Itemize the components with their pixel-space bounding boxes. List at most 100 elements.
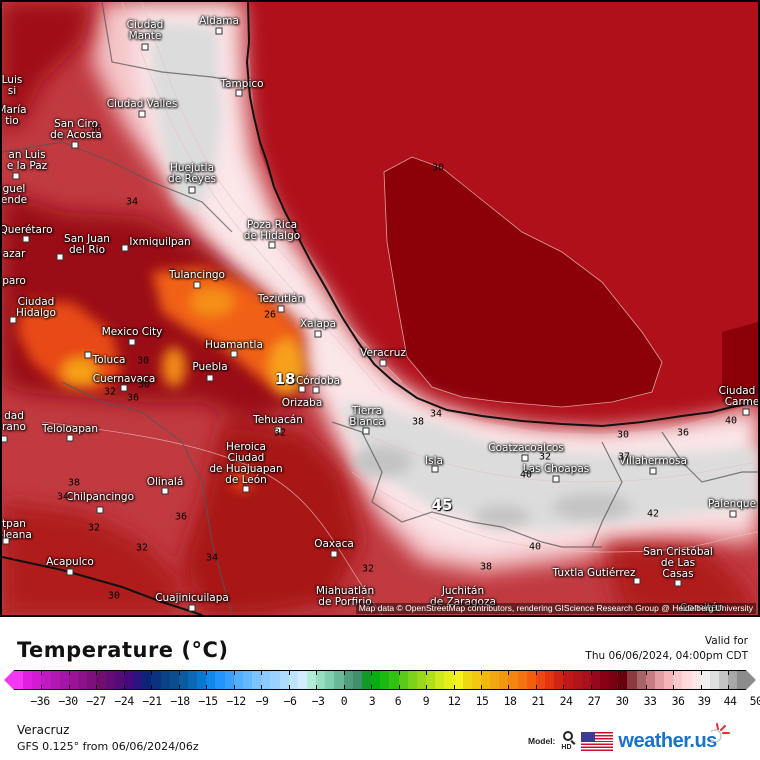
colorbar-segment: [288, 671, 298, 689]
colorbar-tick-label: 9: [422, 694, 430, 708]
colorbar-segment: [407, 671, 417, 689]
colorbar-segment: [297, 671, 307, 689]
city-label: tpanbleana: [2, 518, 32, 541]
city-marker-icon[interactable]: [552, 475, 560, 483]
weather-us-logo[interactable]: weather.us: [618, 722, 730, 753]
colorbar-segment: [14, 671, 24, 689]
city-marker-icon[interactable]: [431, 465, 439, 473]
city-marker-icon[interactable]: [215, 27, 223, 35]
city-label: Cuajinicuilapa: [155, 592, 229, 604]
city-label: Ciudad Valles: [106, 98, 178, 110]
isotherm-label: 36: [174, 511, 188, 523]
city-marker-icon[interactable]: [22, 235, 30, 243]
colorbar-segment: [96, 671, 106, 689]
city-marker-icon[interactable]: [235, 89, 243, 97]
city-marker-icon[interactable]: [674, 579, 682, 587]
city-marker-icon[interactable]: [96, 506, 104, 514]
city-marker-icon[interactable]: [161, 487, 169, 495]
isotherm-label: 32: [538, 451, 552, 463]
city-marker-icon[interactable]: [314, 330, 322, 338]
city-label: San Cristóbal de Las Casas: [643, 546, 713, 580]
city-marker-icon[interactable]: [330, 550, 338, 558]
colorbar-segment: [471, 671, 481, 689]
model-label: Model:: [528, 736, 556, 746]
city-marker-icon[interactable]: [230, 350, 238, 358]
city-marker-icon[interactable]: [66, 434, 74, 442]
city-marker-icon[interactable]: [2, 537, 10, 545]
colorbar-segment: [279, 671, 289, 689]
city-label: Coatzacoalcos: [488, 442, 564, 454]
city-marker-icon[interactable]: [379, 359, 387, 367]
map-attribution[interactable]: Map data © OpenStreetMap contributors, r…: [355, 603, 756, 614]
isotherm-label: 32: [135, 542, 149, 554]
colorbar-tick-label: 30: [615, 694, 629, 708]
isotherm-label: 38: [479, 561, 493, 573]
city-marker-icon[interactable]: [9, 316, 17, 324]
city-marker-icon[interactable]: [277, 305, 285, 313]
colorbar-segment: [627, 671, 637, 689]
legend-title: Temperature (°C): [17, 638, 229, 662]
city-marker-icon[interactable]: [193, 281, 201, 289]
city-marker-icon[interactable]: [141, 43, 149, 51]
isotherm-label: 34: [56, 491, 70, 503]
colorbar-segment: [123, 671, 134, 689]
colorbar-tick-label: 0: [340, 694, 348, 708]
colorbar-segment: [270, 671, 280, 689]
colorbar-segment: [59, 671, 69, 689]
sun-rays-icon: [710, 722, 730, 742]
isotherm-label: 36: [676, 427, 690, 439]
colorbar-segment: [334, 671, 344, 689]
isotherm-label: 40: [528, 541, 542, 553]
colorbar-segment: [23, 671, 33, 689]
city-marker-icon[interactable]: [521, 454, 529, 462]
colorbar-tick-label: 3: [368, 694, 376, 708]
colorbar-tick-label: 36: [671, 694, 685, 708]
city-marker-icon[interactable]: [71, 141, 79, 149]
city-marker-icon[interactable]: [188, 604, 196, 612]
city-marker-icon[interactable]: [742, 408, 750, 416]
city-marker-icon[interactable]: [138, 110, 146, 118]
temperature-map[interactable]: Ciudad Mante Aldama Tampico Ciudad Valles San…: [0, 0, 760, 617]
city-marker-icon[interactable]: [268, 241, 276, 249]
colorbar-tick-label: 33: [643, 694, 657, 708]
colorbar-tick-label: −36: [30, 694, 50, 708]
region-name: Veracruz: [17, 723, 70, 737]
city-label: Toluca: [92, 354, 126, 366]
city-marker-icon[interactable]: [312, 386, 320, 394]
city-marker-icon[interactable]: [128, 338, 136, 346]
colorbar-segment: [737, 671, 747, 689]
colorbar-tick-label: −12: [226, 694, 246, 708]
city-marker-icon[interactable]: [274, 426, 282, 434]
city-marker-icon[interactable]: [298, 385, 306, 393]
colorbar-segment: [78, 671, 88, 689]
city-marker-icon[interactable]: [12, 172, 20, 180]
isotherm-label: 38: [411, 416, 425, 428]
colorbar-segment: [316, 671, 326, 689]
city-marker-icon[interactable]: [633, 577, 641, 585]
isotherm-label: 32: [273, 427, 287, 439]
city-marker-icon[interactable]: [188, 186, 196, 194]
city-label: Olinalá: [146, 476, 184, 488]
colorbar-tick-label: 12: [447, 694, 461, 708]
city-label: Orizaba: [281, 397, 323, 409]
colorbar-segment: [398, 671, 408, 689]
city-marker-icon[interactable]: [56, 253, 64, 261]
colorbar-tick-label: −6: [283, 694, 297, 708]
city-label: Acapulco: [46, 556, 94, 568]
city-marker-icon[interactable]: [66, 568, 74, 576]
city-marker-icon[interactable]: [84, 351, 92, 359]
colorbar-segment: [343, 671, 353, 689]
city-marker-icon[interactable]: [121, 244, 129, 252]
city-marker-icon[interactable]: [729, 510, 737, 518]
city-marker-icon[interactable]: [120, 384, 128, 392]
colorbar-segment: [261, 671, 271, 689]
city-marker-icon[interactable]: [362, 427, 370, 435]
colorbar-tick-label: −21: [142, 694, 162, 708]
hd-zoom-icon[interactable]: HD: [561, 730, 577, 752]
us-flag-icon[interactable]: [581, 731, 614, 751]
city-marker-icon[interactable]: [242, 485, 250, 493]
city-label: Tampico: [220, 78, 264, 90]
city-marker-icon[interactable]: [2, 435, 8, 443]
city-marker-icon[interactable]: [649, 467, 657, 475]
city-marker-icon[interactable]: [206, 374, 214, 382]
